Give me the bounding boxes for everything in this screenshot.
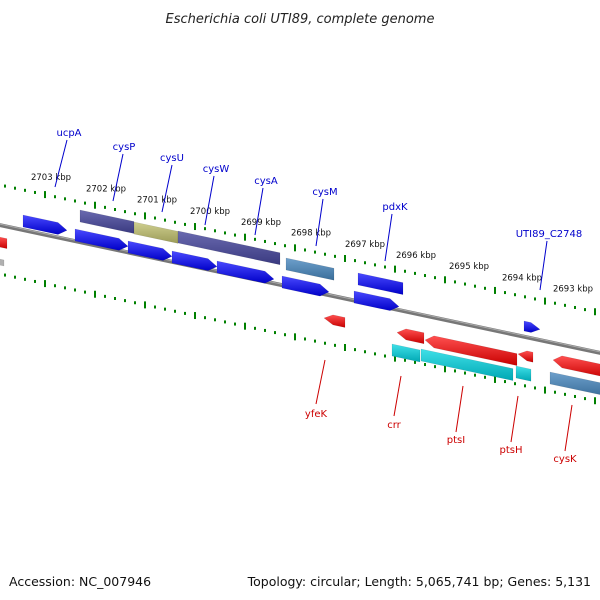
reverse-cds-arrow [0,236,8,249]
rna-bar-cysK [549,371,600,395]
gene-label-ptsI: ptsI [447,435,465,446]
rna-bar-ptsH [515,365,532,382]
tick-label: 2695 kbp [449,262,489,272]
forward-cds-arrow-cysU [127,240,173,261]
feature-bar-olive [133,221,179,244]
tick-label: 2703 kbp [31,173,71,183]
reverse-cds-arrow-ptsH [517,350,534,363]
genome-summary-text: Topology: circular; Length: 5,065,741 bp… [247,574,591,589]
forward-cds-arrow-UTI89_C2748 [523,320,541,333]
gene-label-cysA: cysA [254,176,278,187]
tick-label: 2698 kbp [291,229,331,239]
tick-label: 2693 kbp [553,284,593,294]
tick-label: 2702 kbp [86,185,126,195]
gene-label-ptsH: ptsH [500,445,523,456]
feature-layer [0,209,600,395]
forward-gene-callout-line [315,198,324,247]
reverse-gene-callout-line [564,404,573,452]
forward-cds-arrow-ucpA [22,214,68,235]
tick-label: 2700 kbp [190,207,230,217]
gene-label-ucpA: ucpA [56,128,81,139]
reverse-cds-arrow-cysK [552,355,600,377]
gene-label-cysW: cysW [203,164,230,175]
forward-gene-callout-line [112,153,124,202]
gene-label-UTI89_C2748: UTI89_C2748 [516,229,583,240]
gene-label-cysM: cysM [312,187,337,198]
outer-tick-row [4,184,596,316]
gene-label-yfeK: yfeK [305,409,328,420]
rna-bar-crr [391,343,421,363]
reverse-cds-arrow-yfeK [323,314,346,328]
reverse-gene-callout-line [393,375,402,417]
feature-bar-edge [0,258,5,267]
forward-gene-callout-line [204,175,215,226]
label-callouts [54,139,573,452]
tick-label: 2694 kbp [502,274,542,284]
forward-cds-arrow-cysP [74,228,129,251]
feature-bar-rna [285,257,335,281]
reverse-cds-arrow-ptsI [424,335,518,366]
position-tick-labels: 2703 kbp 2702 kbp 2701 kbp 2700 kbp 2699 kbp… [31,173,593,294]
forward-gene-callout-line [54,139,68,188]
reverse-gene-callout-line [510,395,519,443]
gene-label-crr: crr [387,420,401,431]
forward-cds-arrow-pdxK [353,290,400,311]
gene-label-cysP: cysP [113,142,136,153]
tick-label: 2697 kbp [345,240,385,250]
tick-label: 2699 kbp [241,218,281,228]
gene-label-cysU: cysU [160,153,184,164]
reverse-gene-callout-line [315,359,326,405]
forward-gene-callout-line [539,240,548,291]
reverse-gene-callout-line [455,385,464,433]
forward-cds-arrow-cysM [281,275,330,297]
accession-text: Accession: NC_007946 [9,574,151,589]
forward-cds-arrow-cysA [216,260,275,284]
tick-label: 2701 kbp [137,196,177,206]
map-title: Escherichia coli UTI89, complete genome [166,12,435,27]
forward-cds-bar-pdxK [357,272,404,295]
forward-gene-callout-line [384,213,393,262]
gene-label-cysK: cysK [553,454,577,465]
feature-bar-dark [79,209,135,234]
rna-bar-ptsI [420,348,514,381]
forward-cds-arrow-cysW [171,250,218,271]
feature-bar-dark [177,230,281,266]
tick-label: 2696 kbp [396,251,436,261]
gene-label-pdxK: pdxK [382,202,408,213]
forward-gene-callout-line [254,187,264,236]
forward-gene-callout-line [161,164,173,213]
inner-tick-row [4,273,596,405]
reverse-cds-arrow-crr [396,328,425,345]
